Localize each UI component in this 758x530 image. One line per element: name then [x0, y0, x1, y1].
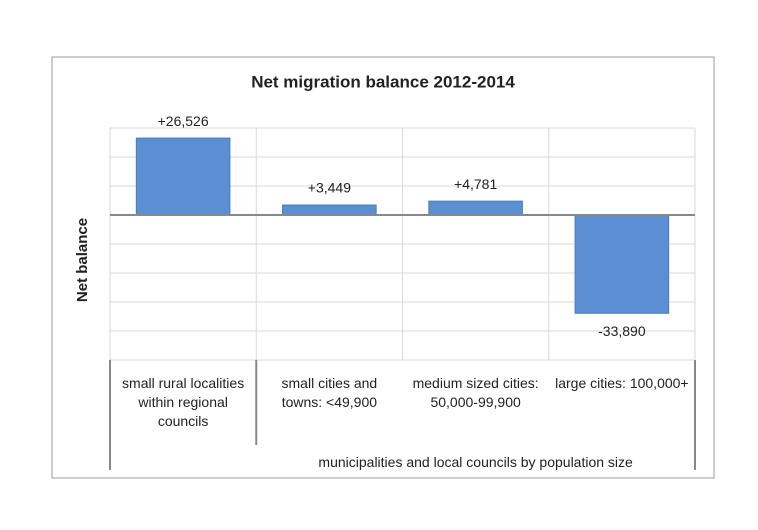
value-label: +4,781 [454, 176, 497, 192]
x-tick-label: small rural localities within regional c… [122, 375, 245, 429]
group-label: municipalities and local councils by pop… [318, 454, 633, 470]
bar [574, 214, 670, 314]
x-tick-label: medium sized cities: 50,000-99,900 [412, 375, 539, 410]
bar [282, 204, 377, 216]
value-label: +3,449 [308, 180, 351, 196]
value-label: -33,890 [598, 323, 646, 339]
bar [428, 200, 523, 216]
y-axis-label: Net balance [74, 218, 91, 302]
bar [135, 137, 231, 216]
x-tick-label: small cities and towns: <49,900 [281, 375, 378, 410]
chart-title: Net migration balance 2012-2014 [251, 72, 515, 91]
value-label: +26,526 [158, 113, 209, 129]
x-tick-label: large cities: 100,000+ [555, 375, 689, 391]
